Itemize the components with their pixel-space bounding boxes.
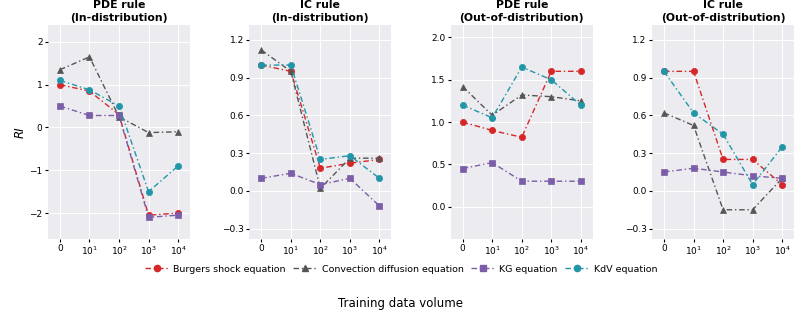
Y-axis label: RI: RI bbox=[14, 126, 26, 138]
Legend: Burgers shock equation, Convection diffusion equation, KG equation, KdV equation: Burgers shock equation, Convection diffu… bbox=[141, 261, 661, 277]
Title: PDE rule
(In-distribution): PDE rule (In-distribution) bbox=[71, 0, 168, 23]
Title: PDE rule
(Out-of-distribution): PDE rule (Out-of-distribution) bbox=[460, 0, 584, 23]
Title: IC rule
(In-distribution): IC rule (In-distribution) bbox=[272, 0, 369, 23]
Text: Training data volume: Training data volume bbox=[338, 297, 464, 310]
Title: IC rule
(Out-of-distribution): IC rule (Out-of-distribution) bbox=[661, 0, 785, 23]
